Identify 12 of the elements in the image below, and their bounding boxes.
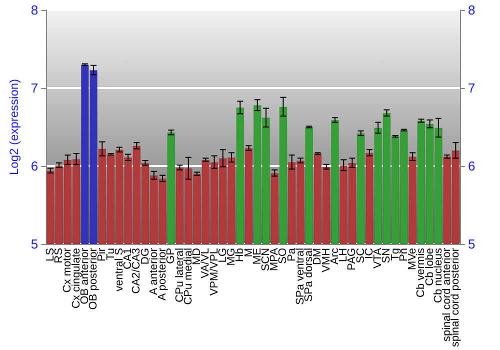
y-tick-label: 5 bbox=[30, 236, 38, 252]
x-tick-label: A posterior bbox=[156, 248, 169, 301]
x-tick-label: Tg bbox=[389, 248, 402, 261]
x-tick-label: OB posterior bbox=[88, 248, 100, 310]
y-tick-label: 8 bbox=[30, 2, 38, 18]
y2-tick-label: 6 bbox=[468, 158, 476, 174]
y-tick-label: 6 bbox=[30, 158, 38, 174]
y2-tick-label: 5 bbox=[468, 236, 476, 252]
y2-tick-label: 8 bbox=[468, 2, 476, 18]
y-tick-label: 7 bbox=[30, 80, 38, 96]
y-axis-title: Log2 (expression) bbox=[7, 78, 21, 176]
y2-tick-label: 7 bbox=[468, 80, 476, 96]
